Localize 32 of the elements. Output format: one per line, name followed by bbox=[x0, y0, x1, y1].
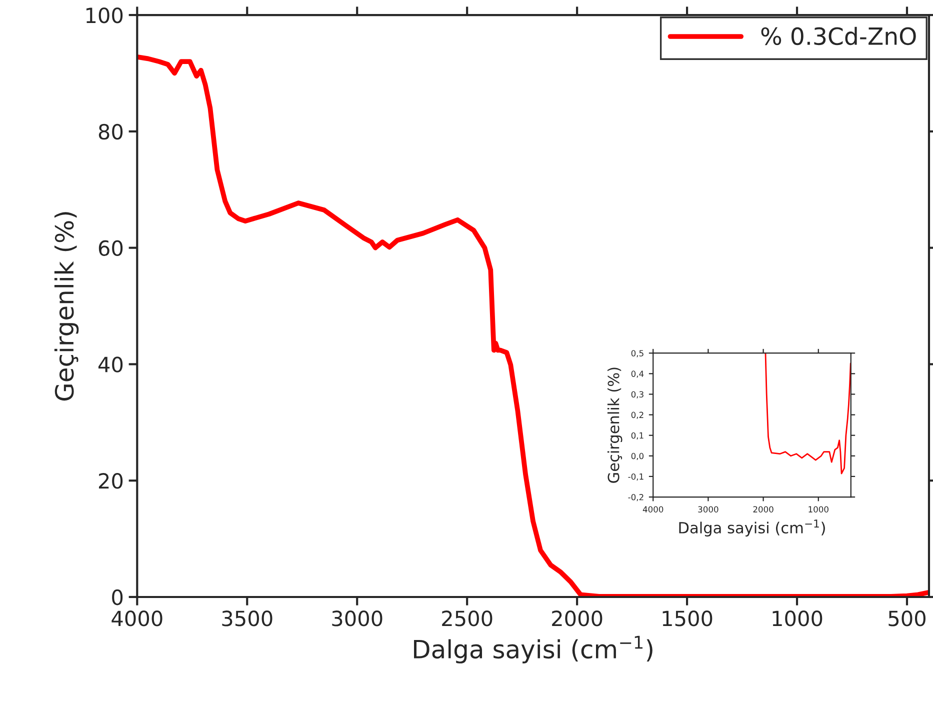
x-tick-label: 1000 bbox=[772, 610, 822, 626]
x-tick-label: 1000 bbox=[808, 506, 828, 512]
x-tick-label: 1500 bbox=[662, 610, 712, 626]
y-tick-label: 0,3 bbox=[631, 391, 644, 398]
x-tick-label: 2000 bbox=[552, 610, 602, 626]
x-tick-label: 500 bbox=[888, 610, 926, 626]
y-tick-label: 40 bbox=[98, 356, 123, 372]
y-tick-label: 0,4 bbox=[631, 370, 644, 378]
y-tick-label: -0,2 bbox=[628, 494, 644, 502]
y-tick-label: 0,5 bbox=[631, 350, 644, 358]
y-tick-label: 0,1 bbox=[631, 432, 644, 440]
y-tick-label: 0,2 bbox=[631, 412, 644, 419]
x-axis-title: Dalga sayisi (cm$^{−1}$) bbox=[679, 520, 825, 536]
x-tick-label: 3500 bbox=[222, 610, 272, 626]
x-tick-label: 4000 bbox=[642, 506, 664, 512]
line-series bbox=[764, 353, 851, 474]
legend-label: % 0.3Cd-ZnO bbox=[761, 26, 916, 46]
y-tick-label: 80 bbox=[98, 124, 123, 140]
x-tick-label: 2500 bbox=[442, 610, 492, 626]
x-tick-label: 2000 bbox=[753, 506, 774, 512]
y-tick-label: 60 bbox=[98, 240, 123, 256]
y-tick-label: -0,1 bbox=[628, 473, 644, 481]
y-tick-label: 100 bbox=[86, 7, 123, 24]
x-tick-label: 3000 bbox=[698, 506, 718, 512]
y-axis-title: Geçirgenlik (%) bbox=[54, 212, 79, 401]
y-tick-label: 20 bbox=[98, 473, 123, 489]
x-axis-title: Dalga sayisi (cm$^{−1}$) bbox=[414, 636, 652, 664]
x-tick-label: 3000 bbox=[332, 610, 382, 626]
y-axis-title: Geçirgenlik (%) bbox=[607, 368, 622, 483]
x-tick-label: 4000 bbox=[112, 610, 162, 626]
y-tick-label: 0,0 bbox=[631, 452, 644, 460]
y-tick-label: 0 bbox=[112, 589, 123, 606]
